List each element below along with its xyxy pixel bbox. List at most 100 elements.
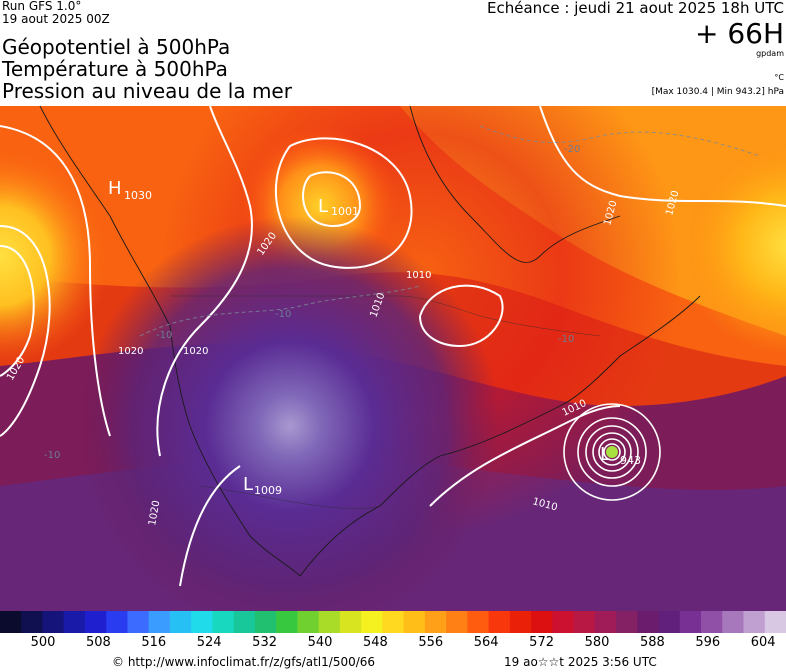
isotherm-label: -10: [44, 450, 60, 461]
colorbar-swatch: [679, 611, 702, 633]
isotherm-labels: -20 -10 -10 -10 -10: [44, 144, 580, 461]
isobar-1010-plains: [419, 284, 504, 348]
colorbar-swatch: [467, 611, 490, 633]
lead-time: + 66H: [694, 17, 784, 50]
colorbar-swatch: [361, 611, 383, 633]
colorbar-swatch: [531, 611, 553, 633]
colorbar-swatch: [191, 611, 213, 633]
isobars: [0, 106, 786, 587]
isobar-1025-pacific: [0, 245, 35, 377]
colorbar-tick-label: 540: [307, 635, 333, 650]
isobar-label: 1010: [406, 270, 431, 281]
isotherm-label: -10: [275, 309, 291, 320]
us-canada-border: [170, 295, 601, 337]
hurricane-ring-4: [592, 432, 632, 472]
echeance-label: Echéance : jeudi 21 aout 2025 18h UTC: [486, 0, 784, 17]
hurricane-ring-6: [603, 443, 621, 461]
colorbar-swatch: [509, 611, 532, 633]
colorbar-swatch: [212, 611, 235, 633]
colorbar-tick-label: 548: [362, 635, 388, 650]
isobar-1005-canada: [302, 171, 362, 227]
unit-geopotential: gpdam: [756, 49, 784, 58]
colorbar-swatch: [233, 611, 256, 633]
colorbar-swatch: [488, 611, 511, 633]
pressure-center-h-value: 1030: [124, 189, 152, 202]
colorbar-tick-label: 564: [473, 635, 499, 650]
pressure-center-l-canada-value: 1001: [331, 205, 359, 218]
colorbar-swatch: [722, 611, 745, 633]
isobar-1010-canada: [275, 137, 413, 269]
colorbar-swatch: [148, 611, 171, 633]
run-date: 19 aout 2025 00Z: [2, 12, 110, 26]
colorbar-swatch: [594, 611, 617, 633]
hurricane-core: [606, 446, 618, 458]
colorbar-tick-label: 508: [85, 635, 111, 650]
pressure-center-l-southwest: L: [243, 474, 253, 495]
colorbar-tick-label: 596: [695, 635, 721, 650]
title-temperature: Température à 500hPa: [2, 57, 228, 81]
us-mexico-border: [199, 485, 381, 509]
isobar-1020-rockies: [156, 106, 253, 457]
colorbar-swatch: [403, 611, 426, 633]
colorbar-tick-label: 580: [584, 635, 610, 650]
isobar-1020-west: [0, 125, 111, 437]
colorbar-swatch: [743, 611, 766, 633]
hurricane-ring-2: [577, 417, 647, 487]
pressure-center-l-hurricane-value: 943: [620, 454, 641, 467]
colorbar-tick-label: 556: [418, 635, 444, 650]
colorbar: [0, 611, 786, 633]
colorbar-tick-label: 532: [252, 635, 277, 650]
isobar-1020-atlantic: [539, 106, 786, 207]
isotherms: [139, 125, 761, 337]
colorbar-swatch: [297, 611, 320, 633]
country-borders: [170, 295, 601, 509]
isotherm-central: [139, 285, 421, 337]
title-pressure: Pression au niveau de la mer: [2, 79, 292, 103]
upper-trough: [0, 106, 786, 611]
colorbar-swatch: [573, 611, 596, 633]
generated-time: 19 ao☆☆t 2025 3:56 UTC: [504, 655, 657, 669]
colorbar-swatch: [254, 611, 277, 633]
colorbar-swatch: [658, 611, 681, 633]
colorbar-swatch: [169, 611, 192, 633]
isobar-1020-baja: [179, 465, 241, 587]
colorbar-swatch: [318, 611, 341, 633]
colorbar-swatch: [0, 611, 22, 633]
title-geopotential: Géopotentiel à 500hPa: [2, 35, 231, 59]
hurricane-isobars: [563, 403, 661, 501]
run-model: Run GFS 1.0°: [2, 0, 82, 13]
colorbar-swatch: [63, 611, 86, 633]
isotherm-label: -20: [564, 144, 580, 155]
colorbar-swatch: [701, 611, 723, 633]
pressure-center-l-southwest-value: 1009: [254, 484, 282, 497]
run-info: Run GFS 1.0° 19 aout 2025 00Z: [2, 0, 110, 26]
east-coastline: [439, 295, 701, 457]
colorbar-tick-label: 516: [141, 635, 167, 650]
isotherm-label: -10: [156, 330, 172, 341]
chart-titles: Géopotentiel à 500hPa Température à 500h…: [2, 36, 292, 102]
source-url: © http://www.infoclimat.fr/z/gfs/atl1/50…: [112, 655, 376, 669]
colorbar-swatch: [127, 611, 150, 633]
weather-map: H 1030 L 1001 L 1009 L 943 1020 1020 102…: [0, 106, 786, 611]
isotherm-north: [479, 125, 761, 157]
colorbar-tick-label: 524: [196, 635, 222, 650]
isotherm-label: -10: [558, 334, 574, 345]
colorbar-swatch: [84, 611, 107, 633]
colorbar-swatch: [764, 611, 786, 633]
colorbar-swatch: [552, 611, 575, 633]
isobar-1010-southeast: [429, 405, 621, 507]
hurricane-ring-1: [563, 403, 661, 501]
isobar-label: 1020: [118, 346, 143, 357]
pressure-center-h: H: [108, 178, 122, 199]
colorbar-tick-label: 588: [639, 635, 665, 650]
hudson-bay-coast: [409, 106, 621, 263]
hurricane-ring-5: [598, 438, 626, 466]
pressure-center-l-hurricane: L: [600, 444, 610, 465]
max-min-pressure: [Max 1030.4 | Min 943.2] hPa: [651, 87, 784, 97]
colorbar-tick-label: 604: [750, 635, 776, 650]
colorbar-swatch: [637, 611, 660, 633]
colorbar-swatch: [339, 611, 362, 633]
isobar-label: 1020: [183, 346, 208, 357]
unit-temperature: °C: [774, 73, 784, 82]
colorbar-swatch: [42, 611, 65, 633]
